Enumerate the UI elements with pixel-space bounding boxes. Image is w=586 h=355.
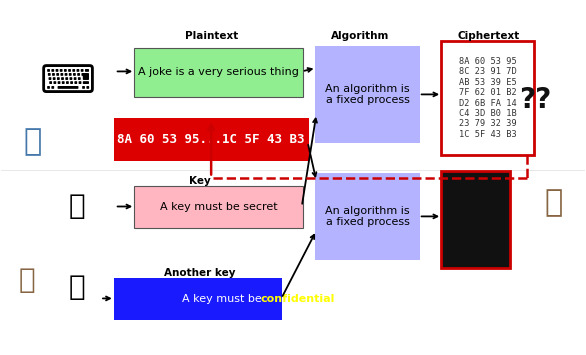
- Text: 🔑: 🔑: [69, 273, 85, 301]
- Text: 8A 60 53 95
8C 23 91 7D
AB 53 39 E5
7F 62 01 B2
D2 6B FA 14
C4 3D B0 1B
23 79 32: 8A 60 53 95 8C 23 91 7D AB 53 39 E5 7F 6…: [458, 57, 516, 139]
- Text: Another key: Another key: [163, 268, 235, 278]
- Text: confidential: confidential: [261, 294, 335, 304]
- FancyBboxPatch shape: [315, 173, 420, 260]
- Text: An algorithm is
a fixed process: An algorithm is a fixed process: [325, 206, 410, 227]
- Text: ??: ??: [519, 86, 552, 114]
- Text: An algorithm is
a fixed process: An algorithm is a fixed process: [325, 83, 410, 105]
- FancyBboxPatch shape: [114, 278, 282, 320]
- Text: ⌨: ⌨: [40, 63, 96, 101]
- Text: 🗝: 🗝: [69, 192, 85, 220]
- FancyBboxPatch shape: [134, 48, 303, 97]
- Text: Algorithm: Algorithm: [331, 31, 390, 41]
- Text: A key must be: A key must be: [182, 294, 265, 304]
- Text: 👤: 👤: [19, 266, 35, 294]
- FancyBboxPatch shape: [315, 46, 420, 143]
- FancyBboxPatch shape: [114, 119, 309, 160]
- Text: A key must be secret: A key must be secret: [159, 202, 277, 212]
- FancyBboxPatch shape: [134, 186, 303, 228]
- FancyBboxPatch shape: [441, 171, 510, 268]
- Text: Plaintext: Plaintext: [185, 31, 238, 41]
- Text: 8A 60 53 95...1C 5F 43 B3: 8A 60 53 95...1C 5F 43 B3: [117, 133, 305, 146]
- FancyBboxPatch shape: [441, 41, 534, 155]
- Text: Key: Key: [189, 176, 210, 186]
- Text: Ciphertext: Ciphertext: [458, 31, 520, 41]
- Text: 👤: 👤: [23, 128, 42, 157]
- Text: A joke is a very serious thing: A joke is a very serious thing: [138, 67, 299, 77]
- Text: 👤: 👤: [544, 188, 563, 217]
